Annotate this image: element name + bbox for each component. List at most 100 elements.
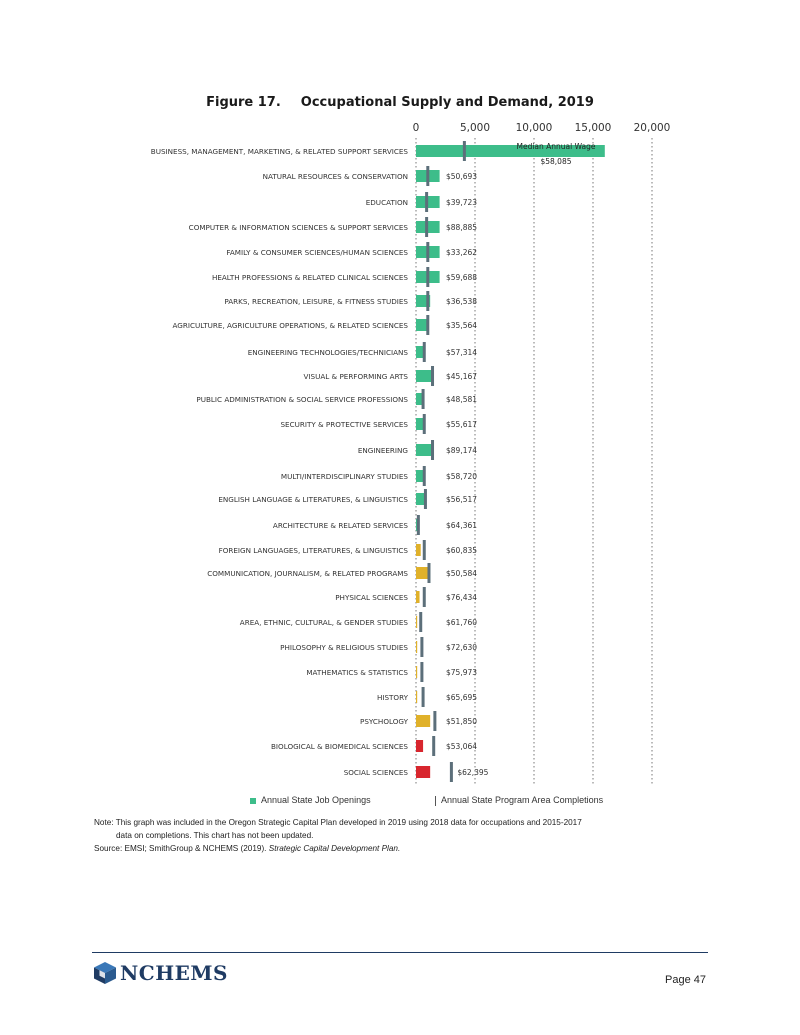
completions-tick [427,563,431,583]
category-label: PUBLIC ADMINISTRATION & SOCIAL SERVICE P… [196,395,408,404]
job-openings-bar [416,616,418,628]
category-label: AGRICULTURE, AGRICULTURE OPERATIONS, & R… [173,321,409,330]
wage-label: $89,174 [446,446,477,455]
category-label: BIOLOGICAL & BIOMEDICAL SCIENCES [271,742,408,751]
completions-tick [416,515,420,535]
category-label: PSYCHOLOGY [360,717,409,726]
figure-title-text: Occupational Supply and Demand, 2019 [300,95,594,110]
legend-label-openings: Annual State Job Openings [261,795,371,805]
category-label: FOREIGN LANGUAGES, LITERATURES, & LINGUI… [219,546,409,555]
source-prefix: Source: EMSI; SmithGroup & NCHEMS (2019)… [94,844,269,853]
wage-label: $36,538 [446,297,477,306]
logo-text: NCHEMS [120,961,228,985]
job-openings-bar [416,641,418,653]
completions-tick [421,389,425,409]
category-label: PHILOSOPHY & RELIGIOUS STUDIES [280,643,408,652]
completions-tick [432,736,436,756]
source-line: Source: EMSI; SmithGroup & NCHEMS (2019)… [94,842,714,855]
category-label: NATURAL RESOURCES & CONSERVATION [263,172,408,181]
wage-label: $39,723 [446,198,477,207]
wage-label: $33,262 [446,248,477,257]
legend-label-completions: Annual State Program Area Completions [441,795,604,805]
cube-icon [94,962,116,984]
category-label: VISUAL & PERFORMING ARTS [303,372,408,381]
job-openings-bar [416,493,425,505]
wage-label: $56,517 [446,495,477,504]
category-label: MULTI/INTERDISCIPLINARY STUDIES [281,472,409,481]
legend-item-completions: Annual State Program Area Completions [435,795,603,806]
wage-label: $60,835 [446,546,477,555]
page-number: Page 47 [665,974,706,986]
wage-label: $57,314 [446,348,477,357]
category-label: HISTORY [377,693,409,702]
wage-label: $61,760 [446,618,477,627]
completions-tick [422,466,426,486]
completions-tick [422,414,426,434]
wage-label: $59,688 [446,273,477,282]
completions-tick [426,166,430,186]
job-openings-bar [416,666,418,678]
job-openings-bar [416,346,426,358]
job-openings-bar [416,444,434,456]
category-label: EDUCATION [366,198,408,207]
legend-item-openings: Annual State Job Openings [250,795,371,805]
wage-label: $72,630 [446,643,477,652]
completions-tick [426,291,430,311]
x-tick-label: 0 [413,122,420,134]
completions-tick [425,192,429,212]
wage-label: $65,695 [446,693,477,702]
supply-demand-chart: 0 5,000 10,000 15,000 20,000 BUSINESS, MANAGE… [151,122,671,785]
job-openings-bar [416,740,424,752]
completions-tick [426,315,430,335]
x-tick-label: 20,000 [634,122,671,134]
category-label: FAMILY & CONSUMER SCIENCES/HUMAN SCIENCE… [226,248,408,257]
job-openings-bar [416,319,428,331]
wage-label: $88,885 [446,223,477,232]
legend-swatch-openings [250,797,256,804]
completions-tick [425,217,429,237]
completions-tick [431,440,435,460]
figure-number: Figure 17. [206,95,281,110]
job-openings-bar [416,470,424,482]
note-line-2: data on completions. This chart has not … [116,831,314,840]
category-label: BUSINESS, MANAGEMENT, MARKETING, & RELAT… [151,147,409,156]
completions-tick [431,366,435,386]
legend-swatch-completions [435,795,436,806]
job-openings-bar [416,544,421,556]
completions-tick [462,141,466,161]
category-label: MATHEMATICS & STATISTICS [306,668,408,677]
figure-title: Figure 17. Occupational Supply and Demand… [0,95,800,110]
category-label: ENGINEERING [358,446,408,455]
median-wage-caption: Median Annual Wage [516,142,595,151]
job-openings-bar [416,766,431,778]
wage-label: $50,693 [446,172,477,181]
job-openings-bar [416,591,420,603]
category-label: AREA, ETHNIC, CULTURAL, & GENDER STUDIES [240,618,409,627]
note-line-1: Note: This graph was included in the Ore… [94,818,582,827]
wage-label: $55,617 [446,420,477,429]
category-label: PHYSICAL SCIENCES [335,593,408,602]
completions-tick [423,489,427,509]
job-openings-bar [416,567,429,579]
x-tick-label: 5,000 [460,122,490,134]
job-openings-bar [416,691,418,703]
completions-tick [421,687,425,707]
wage-label: $50,584 [446,569,477,578]
source-title: Strategic Capital Development Plan. [268,844,401,853]
completions-tick [433,711,437,731]
category-label: ENGINEERING TECHNOLOGIES/TECHNICIANS [248,348,409,357]
category-label: PARKS, RECREATION, LEISURE, & FITNESS ST… [224,297,408,306]
completions-tick [449,762,453,782]
category-label: COMMUNICATION, JOURNALISM, & RELATED PRO… [207,569,408,578]
wage-label: $75,973 [446,668,477,677]
median-wage-value: $58,085 [540,157,571,166]
figure-notes: Note: This graph was included in the Ore… [94,816,714,855]
job-openings-bar [416,418,424,430]
wage-label: $48,581 [446,395,477,404]
category-label: ARCHITECTURE & RELATED SERVICES [273,521,409,530]
job-openings-bar [416,715,431,727]
completions-tick [426,267,430,287]
footer-divider [92,952,708,953]
x-tick-label: 15,000 [575,122,612,134]
wage-label: $45,167 [446,372,477,381]
